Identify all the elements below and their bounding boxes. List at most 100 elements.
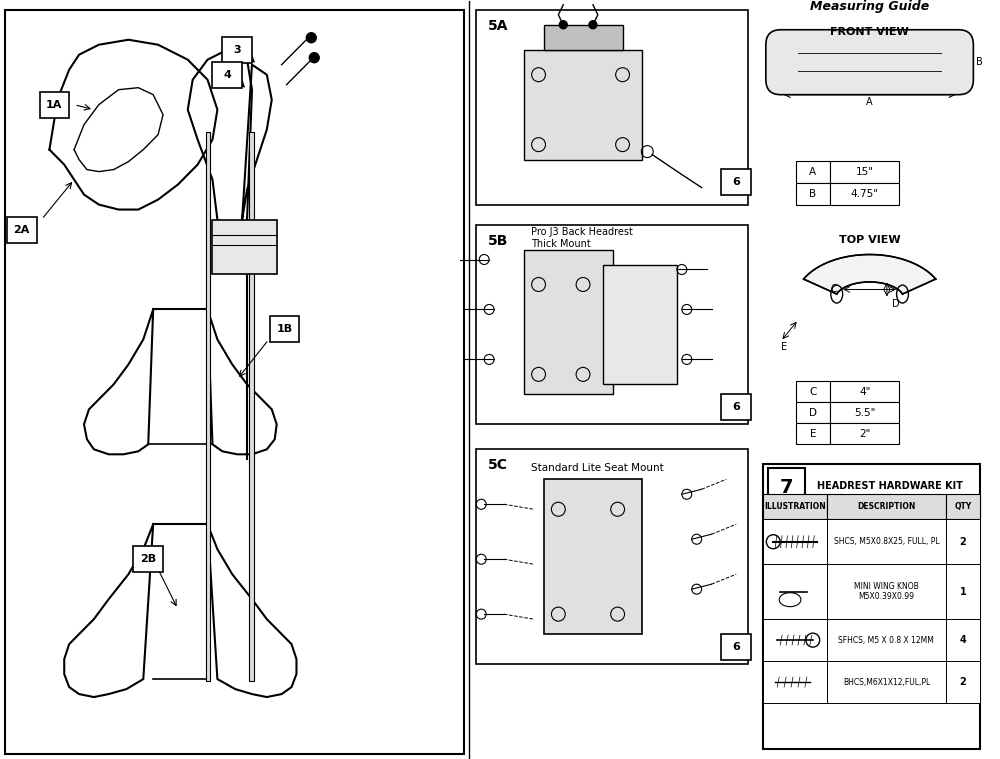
Bar [830,402,899,424]
Text: DESCRIPTION: DESCRIPTION [857,502,916,512]
Bar [796,424,830,444]
Bar [721,168,751,194]
Bar [476,10,748,205]
Bar [524,50,642,159]
Text: A: A [866,96,873,107]
Text: D: D [809,408,817,418]
Bar [476,449,748,664]
Polygon shape [804,254,936,294]
Text: E: E [810,429,816,439]
Text: 2: 2 [960,677,966,687]
Bar [827,494,946,519]
Text: 2": 2" [859,429,870,439]
Bar [133,546,163,572]
Bar [830,381,899,402]
Bar [721,634,751,660]
Bar [270,317,299,342]
Bar [544,25,623,50]
Text: 2A: 2A [14,225,30,235]
Bar [212,61,242,88]
Text: 7: 7 [780,477,793,497]
Text: Pro J3 Back Headrest
Thick Mount: Pro J3 Back Headrest Thick Mount [531,227,633,248]
Bar [476,225,748,424]
Bar [603,264,677,384]
Bar [830,424,899,444]
Text: 6: 6 [732,402,740,412]
Bar [796,161,830,183]
Circle shape [589,20,597,29]
Text: 2B: 2B [140,554,156,564]
Polygon shape [84,310,153,455]
Text: 1: 1 [960,587,966,597]
Bar [544,479,642,634]
Text: 2: 2 [960,537,966,546]
Text: 1B: 1B [277,324,293,335]
Polygon shape [49,39,217,209]
Text: FRONT VIEW: FRONT VIEW [830,27,909,36]
Text: SFHCS, M5 X 0.8 X 12MM: SFHCS, M5 X 0.8 X 12MM [838,635,934,644]
Circle shape [306,33,316,43]
Bar [524,250,613,395]
Circle shape [309,52,319,63]
Bar [206,131,210,681]
Text: 6: 6 [732,642,740,652]
Bar [721,395,751,420]
Bar [763,519,827,564]
Bar [796,381,830,402]
Bar [827,661,946,703]
Bar [946,494,980,519]
Text: BHCS,M6X1X12,FUL,PL: BHCS,M6X1X12,FUL,PL [843,678,930,687]
Text: A: A [809,166,816,177]
Text: QTY: QTY [954,502,972,512]
Polygon shape [208,310,277,455]
Text: SHCS, M5X0.8X25, FULL, PL: SHCS, M5X0.8X25, FULL, PL [834,537,939,546]
Bar [946,564,980,619]
Text: D: D [892,300,899,310]
Text: 6: 6 [732,177,740,187]
Bar [7,216,37,243]
Bar [763,465,980,749]
Bar [796,402,830,424]
Bar [763,619,827,661]
Text: Measuring Guide: Measuring Guide [810,0,929,13]
Bar [946,661,980,703]
Text: MINI WING KNOB
M5X0.39X0.99: MINI WING KNOB M5X0.39X0.99 [854,582,919,601]
Bar [763,661,827,703]
Text: 5.5": 5.5" [854,408,875,418]
Text: C: C [809,387,816,397]
Text: ILLUSTRATION: ILLUSTRATION [764,502,826,512]
Text: 4": 4" [859,387,870,397]
Text: TOP VIEW: TOP VIEW [839,235,900,244]
Bar [212,219,277,275]
Text: 5B: 5B [488,234,509,247]
Text: 5C: 5C [488,458,508,472]
Text: 3: 3 [233,45,241,55]
Text: 4: 4 [223,70,231,80]
FancyBboxPatch shape [766,30,973,95]
Bar [830,161,899,183]
Text: 1A: 1A [46,99,63,109]
Text: C: C [830,285,837,294]
Bar [222,36,252,63]
Polygon shape [208,524,296,697]
Circle shape [559,20,567,29]
Bar [763,494,827,519]
Text: E: E [781,342,787,352]
Text: HEADREST HARDWARE KIT: HEADREST HARDWARE KIT [817,481,963,491]
Text: 15": 15" [856,166,874,177]
Bar [5,10,464,754]
Bar [827,619,946,661]
Text: 4: 4 [960,635,966,645]
Bar [763,564,827,619]
Text: B: B [976,57,983,68]
Bar [827,519,946,564]
Bar [796,183,830,205]
Bar [249,131,254,681]
Bar [830,183,899,205]
Bar [827,564,946,619]
Text: Standard Lite Seat Mount: Standard Lite Seat Mount [531,463,663,474]
Bar [768,468,805,506]
Bar [946,519,980,564]
Bar [40,92,69,118]
Text: 4.75": 4.75" [851,188,879,199]
